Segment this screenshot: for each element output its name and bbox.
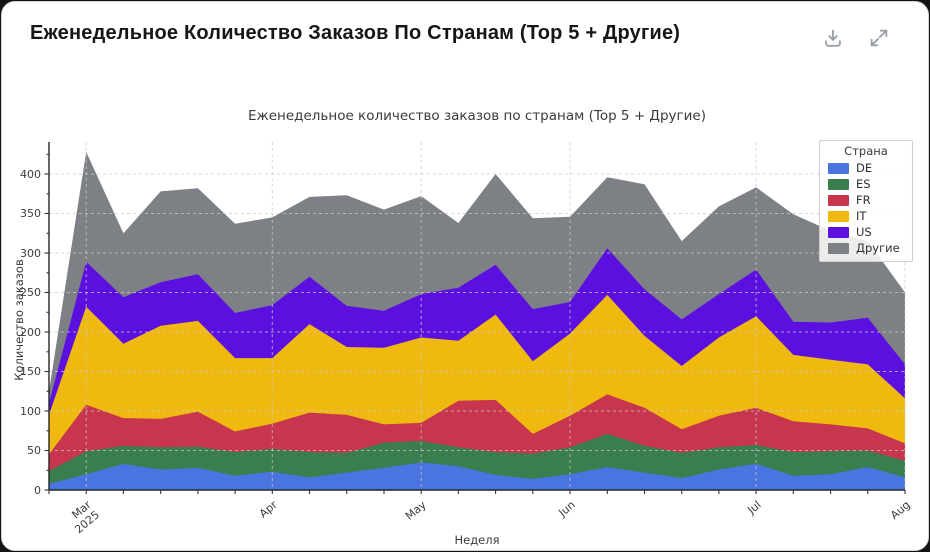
x-tick-label: Jun [556,498,578,520]
x-tick-label: May [403,498,429,523]
y-tick-label: 300 [20,246,41,260]
download-button[interactable] [819,24,847,52]
legend-item-US: US [828,224,904,240]
legend-swatch-IT [828,210,849,222]
legend-label: IT [856,209,867,223]
y-tick-label: 200 [20,325,41,339]
legend: Страна DE ES FR IT US Другие [819,140,913,262]
legend-label: US [856,225,872,239]
legend-swatch-DE [828,162,849,174]
y-tick-label: 150 [20,365,41,378]
legend-item-FR: FR [828,192,904,208]
y-tick-label: 400 [20,167,41,181]
legend-item-ES: ES [828,176,904,192]
legend-swatch-Другие [828,242,849,254]
legend-title: Страна [844,144,888,158]
x-tick-label: Aug [887,498,913,523]
y-tick-label: 100 [20,404,41,418]
legend-label: ES [856,177,871,191]
y-tick-label: 250 [20,286,41,299]
area-DE [49,462,905,490]
download-icon [822,27,844,49]
y-tick-label: 350 [20,207,41,220]
y-tick-label: 0 [34,483,41,497]
x-axis-title: Неделя [454,533,500,547]
legend-swatch-FR [828,194,849,206]
x-tick-label: Jul [745,498,764,517]
legend-swatch-US [828,226,849,238]
legend-item-DE: DE [828,160,904,176]
x-tick-label: Apr [257,498,281,521]
plot-area [44,142,906,494]
legend-item-Другие: Другие [828,240,904,256]
legend-label: FR [856,193,871,207]
expand-icon [868,27,890,49]
x-tick-label: Mar 2025 [69,498,103,536]
expand-button[interactable] [865,24,893,52]
legend-label: DE [856,161,873,175]
legend-swatch-ES [828,178,849,190]
legend-label: Другие [856,241,900,255]
chart-title: Еженедельное количество заказов по стран… [248,108,706,124]
y-tick-label: 50 [27,444,41,457]
legend-item-IT: IT [828,208,904,224]
card-title: Еженедельное Количество Заказов По Стран… [30,22,681,44]
